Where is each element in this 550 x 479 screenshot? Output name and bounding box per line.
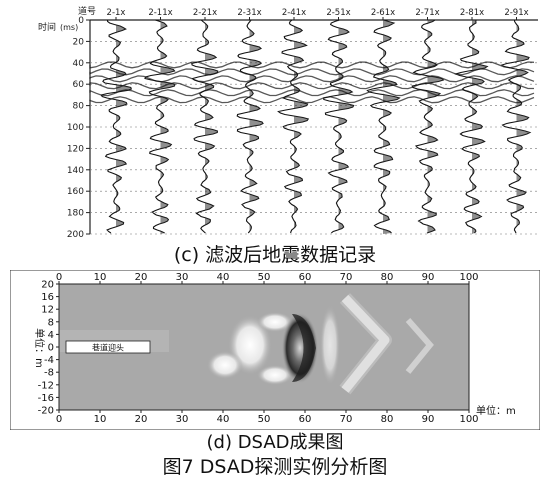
time-tick-label: 180 <box>67 209 84 219</box>
tunnel-face-box <box>65 340 151 354</box>
y-tick-label: 20 <box>41 280 54 291</box>
y-tick-label: -4 <box>44 355 54 366</box>
seismic-trace <box>191 19 219 234</box>
y-tick-label: 16 <box>41 292 54 303</box>
reflection-event <box>89 96 535 104</box>
seismic-trace <box>453 19 489 234</box>
trace-fill <box>472 20 488 234</box>
x-tick-label-bottom: 0 <box>56 414 62 425</box>
x-tick-label-bottom: 50 <box>258 414 271 425</box>
trace-fill <box>160 20 175 234</box>
y-tick-label: 0 <box>48 343 54 354</box>
trace-fill <box>427 20 444 234</box>
x-tick-label-top: 10 <box>94 272 107 283</box>
x-tick-label-top: 0 <box>56 272 62 283</box>
y-tick-label: -12 <box>38 380 54 391</box>
time-tick-label: 120 <box>67 144 84 154</box>
x-tick-label-bottom: 30 <box>176 414 189 425</box>
time-tick-label: 140 <box>67 166 84 176</box>
y-tick-label: -20 <box>38 406 54 417</box>
y-tick-label: 12 <box>41 305 54 316</box>
figure-caption: 图7 DSAD探测实例分析图 <box>162 456 388 478</box>
x-tick-label-bottom: 70 <box>340 414 353 425</box>
trace-label: 2-61x <box>371 8 395 18</box>
dsad-result-chart: 巷道迎头 单位：m 单位：m 0010102020303040405050606… <box>10 270 540 430</box>
time-header-label: 时间 <box>38 21 56 33</box>
trace-fill <box>116 20 132 234</box>
trace-fill <box>249 20 263 234</box>
tunnel-face-annotation: 巷道迎头 <box>92 343 124 353</box>
trace-fill <box>338 20 354 234</box>
x-tick-label-top: 40 <box>217 272 230 283</box>
time-tick-label: 40 <box>73 59 85 69</box>
time-tick-label: 60 <box>73 80 85 90</box>
reflection-event <box>89 68 535 76</box>
y-tick-label: 4 <box>48 330 54 341</box>
x-tick-label-top: 70 <box>340 272 353 283</box>
x-tick-label-top: 20 <box>135 272 148 283</box>
reflection-event <box>89 82 534 90</box>
x-tick-label-bottom: 60 <box>299 414 312 425</box>
trace-label: 2-11x <box>148 8 172 18</box>
trace-label: 2-1x <box>107 8 126 18</box>
x-tick-label-top: 30 <box>176 272 189 283</box>
seismic-record-chart: 道号 时间 (ms) 0 20 40 60 80 100 120 140 160 180 200 2… <box>38 5 538 238</box>
trace-label: 2-91x <box>504 8 528 18</box>
time-tick-label: 200 <box>67 230 84 238</box>
x-tick-label-top: 50 <box>258 272 271 283</box>
seismic-trace <box>500 19 532 234</box>
trace-label: 2-21x <box>193 8 217 18</box>
y-tick-label: -8 <box>44 368 54 379</box>
time-tick-label: 0 <box>78 16 84 26</box>
seismic-trace <box>144 19 176 234</box>
panel-d-caption: (d) DSAD成果图 <box>206 432 344 453</box>
y-tick-label: -16 <box>38 393 54 404</box>
x-tick-label-bottom: 10 <box>94 414 107 425</box>
trace-fill <box>294 20 309 234</box>
x-tick-label-top: 90 <box>422 272 435 283</box>
x-tick-label-bottom: 90 <box>422 414 435 425</box>
time-tick-label: 160 <box>67 187 84 197</box>
trace-label: 2-31x <box>237 8 261 18</box>
x-tick-label-bottom: 100 <box>459 414 478 425</box>
trace-fill <box>383 20 400 234</box>
reflection-event <box>89 75 535 83</box>
x-tick-label-bottom: 20 <box>135 414 148 425</box>
time-unit-label: (ms) <box>60 23 78 32</box>
x-tick-label-bottom: 40 <box>217 414 230 425</box>
x-tick-label-top: 100 <box>459 272 478 283</box>
x-axis-label: 单位：m <box>476 404 516 417</box>
trace-label: 2-51x <box>326 8 350 18</box>
y-axis-label: 单位：m <box>33 328 46 368</box>
reflection-event <box>89 89 535 97</box>
trace-header-label: 道号 <box>78 5 96 17</box>
seismic-trace <box>323 19 355 234</box>
x-tick-label-top: 60 <box>299 272 312 283</box>
time-tick-label: 80 <box>73 102 85 112</box>
trace-label: 2-71x <box>415 8 439 18</box>
trace-fill <box>516 20 530 234</box>
seismic-trace <box>100 19 132 234</box>
trace-label: 2-81x <box>460 8 484 18</box>
reflection-event <box>89 61 535 69</box>
panel-c-caption: (c) 滤波后地震数据记录 <box>173 244 377 266</box>
x-tick-label-bottom: 80 <box>381 414 394 425</box>
seismic-trace <box>277 19 310 234</box>
time-tick-label: 100 <box>67 123 84 133</box>
y-tick-label: 8 <box>48 317 54 328</box>
trace-label: 2-41x <box>282 8 306 18</box>
x-tick-label-top: 80 <box>381 272 394 283</box>
time-tick-label: 20 <box>73 37 85 47</box>
